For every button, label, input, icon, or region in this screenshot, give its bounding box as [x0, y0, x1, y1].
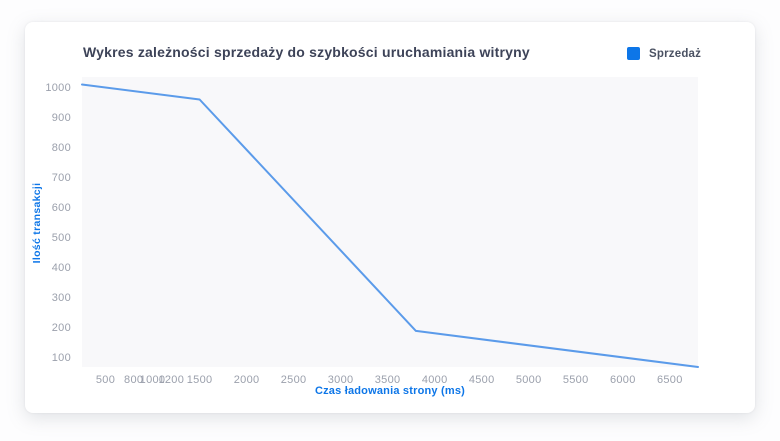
x-tick-label: 5000 [515, 374, 542, 386]
y-tick-label: 800 [51, 141, 71, 154]
x-tick-label: 6500 [656, 374, 683, 386]
legend-item-sprzedaz[interactable]: Sprzedaż [627, 47, 701, 60]
x-axis-title: Czas ładowania strony (ms) [314, 385, 466, 397]
y-tick-label: 400 [51, 261, 71, 274]
legend-label: Sprzedaż [649, 47, 702, 60]
y-tick-label: 900 [51, 111, 71, 124]
y-tick-label: 100 [51, 352, 71, 364]
y-tick-label: 700 [51, 171, 71, 184]
x-tick-label: 4500 [468, 374, 495, 386]
y-axis-title: Ilość transakcji [31, 182, 43, 264]
x-tick-label: 2000 [233, 374, 260, 386]
plot-area [81, 77, 699, 368]
x-tick-label: 6000 [609, 374, 636, 386]
y-tick-label: 300 [51, 291, 71, 304]
legend-swatch-icon [627, 47, 640, 60]
sales-line-series [81, 83, 699, 368]
chart-card: Wykres zależności sprzedaży do szybkości… [25, 22, 755, 413]
x-tick-label: 3500 [374, 374, 401, 386]
x-tick-label: 5500 [562, 374, 589, 386]
x-tick-label: 3000 [327, 374, 354, 386]
x-tick-label: 1000 [139, 374, 166, 386]
y-tick-label: 600 [51, 201, 71, 214]
x-tick-label: 4000 [421, 374, 448, 386]
y-tick-label: 500 [51, 231, 71, 244]
y-tick-label: 1000 [45, 81, 71, 94]
x-tick-label: 800 [124, 374, 144, 386]
x-tick-label: 2500 [280, 374, 307, 386]
y-tick-label: 200 [51, 321, 71, 334]
chart-title: Wykres zależności sprzedaży do szybkości… [83, 44, 530, 60]
x-tick-label: 1200 [158, 374, 185, 386]
x-tick-label: 500 [95, 374, 116, 386]
x-tick-label: 1500 [186, 374, 213, 386]
